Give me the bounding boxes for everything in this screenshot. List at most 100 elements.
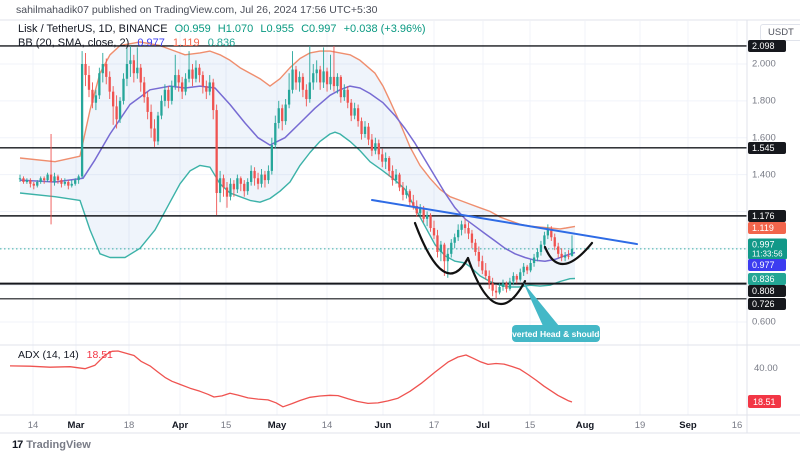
candle-body — [356, 108, 360, 122]
candle-body — [463, 224, 467, 229]
candle-body — [212, 82, 215, 111]
candle-body — [112, 91, 115, 107]
candle-body — [125, 64, 129, 79]
candle-body — [129, 60, 132, 64]
candle-body — [174, 75, 177, 87]
currency-toggle-button[interactable]: USDT — [760, 24, 800, 41]
candle-body — [336, 76, 339, 87]
candle-body — [350, 102, 353, 116]
price-axis-label: 0.600 — [752, 316, 776, 328]
candle-body — [363, 126, 367, 135]
pattern-arc-right-shoulder — [543, 241, 594, 266]
candle-body — [270, 145, 273, 171]
candle-body — [201, 75, 204, 87]
candle-body — [491, 283, 494, 291]
time-axis-label: 15 — [524, 420, 536, 431]
pattern-callout[interactable]: Inverted Head & shoulder — [505, 325, 607, 342]
candle-body — [343, 89, 346, 98]
price-badge: 1.545 — [748, 141, 786, 154]
candle-body — [198, 67, 201, 76]
pattern-arc-head — [466, 256, 527, 305]
candle-body — [450, 242, 453, 254]
candle-body — [56, 176, 60, 181]
candle-body — [287, 89, 291, 105]
candle-body — [553, 237, 556, 247]
candle-body — [46, 174, 49, 181]
bb-upper-value: 1.119 — [172, 37, 200, 49]
candle-body — [208, 82, 211, 92]
time-axis-label: May — [267, 420, 287, 431]
symbol-title[interactable]: Lisk / TetherUS, 1D, BINANCE — [18, 23, 168, 35]
candle-body — [187, 69, 191, 79]
candle-body — [567, 255, 570, 257]
candle-body — [419, 207, 422, 214]
candle-body — [453, 237, 456, 243]
candle-body — [53, 176, 56, 182]
candle-body — [156, 115, 160, 142]
adx-value: 18.51 — [86, 349, 113, 361]
price-axis-label: 1.400 — [752, 169, 776, 181]
candle-body — [115, 106, 118, 120]
price-badge: 1.176 — [748, 209, 786, 222]
candle-body — [519, 272, 522, 280]
candle-body — [101, 64, 104, 74]
candle-body — [488, 275, 491, 284]
candle-body — [225, 187, 229, 197]
symbol-legend[interactable]: Lisk / TetherUS, 1D, BINANCE O0.959 H1.0… — [18, 23, 426, 35]
candle-body — [529, 263, 532, 271]
candle-body — [301, 76, 305, 90]
adx-line — [9, 350, 573, 408]
price-axis-label: 1.800 — [752, 95, 776, 107]
candle-body — [360, 121, 363, 135]
candle-body — [222, 178, 225, 188]
candle-body — [353, 108, 356, 116]
candle-body — [319, 69, 322, 83]
candle-body — [256, 178, 260, 184]
candle-body — [218, 178, 222, 194]
bb-legend[interactable]: BB (20, SMA, close, 2) 0.977 1.119 0.836 — [18, 37, 235, 49]
candle-body — [63, 181, 66, 184]
candle-body — [560, 253, 563, 258]
adx-indicator-legend[interactable]: ADX (14, 14) 18.51 — [18, 349, 113, 361]
pattern-arc-left-shoulder — [413, 221, 470, 275]
candle-body — [232, 183, 236, 190]
candle-body — [229, 183, 232, 197]
adx-price-badge: 18.51 — [748, 395, 781, 408]
candle-body — [153, 128, 156, 142]
candle-body — [415, 205, 418, 214]
candle-body — [384, 157, 387, 162]
candle-body — [94, 95, 98, 103]
candle-body — [98, 73, 101, 96]
candle-body — [163, 89, 167, 101]
candle-body — [184, 78, 187, 92]
price-badge: 0.997 11:33:56 — [748, 238, 787, 260]
candle-body — [508, 281, 512, 289]
candle-body — [291, 69, 294, 90]
bb-legend-title[interactable]: BB (20, SMA, close, 2) — [18, 37, 130, 49]
candle-body — [432, 228, 436, 236]
time-axis-label: 19 — [634, 420, 646, 431]
candle-body — [381, 154, 384, 162]
candle-body — [36, 181, 39, 186]
candle-body — [557, 246, 560, 254]
candle-body — [325, 71, 329, 85]
candle-body — [546, 229, 549, 236]
candle-body — [122, 78, 125, 101]
time-axis-label: Mar — [67, 420, 85, 431]
candle-body — [281, 108, 284, 122]
price-badge: 0.808 — [748, 285, 786, 298]
candle-body — [401, 187, 405, 195]
candle-body — [394, 174, 398, 181]
adx-legend-title[interactable]: ADX (14, 14) — [18, 349, 79, 361]
candle-body — [443, 244, 446, 262]
candle-body — [339, 76, 342, 98]
candle-body — [108, 76, 111, 92]
candle-body — [149, 111, 153, 129]
candle-body — [370, 139, 374, 151]
price-axis-label: 2.000 — [752, 58, 776, 70]
tradingview-logo[interactable]: 17 TradingView — [12, 439, 91, 451]
candle-body — [39, 178, 42, 182]
candle-body — [246, 181, 249, 192]
